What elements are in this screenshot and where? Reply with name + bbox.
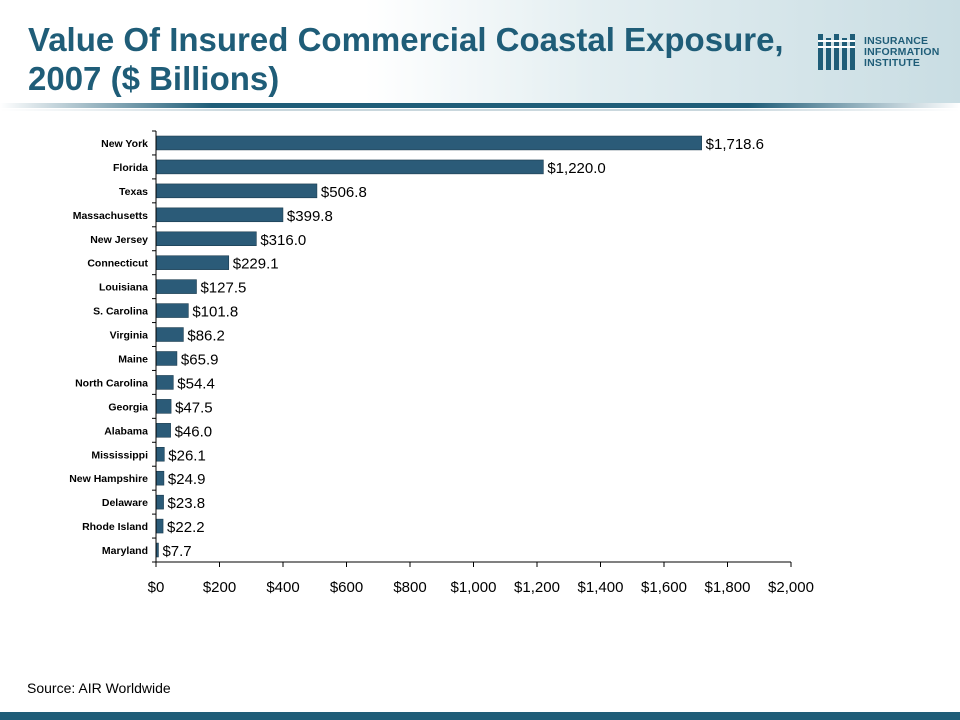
bar: [155, 183, 318, 199]
x-tick-label: $2,000: [768, 579, 814, 596]
category-label: S. Carolina: [93, 306, 148, 318]
x-tick-label: $400: [266, 579, 299, 596]
category-label: Massachusetts: [73, 210, 148, 222]
data-label: $399.8: [287, 208, 333, 225]
data-label: $1,718.6: [706, 136, 764, 153]
logo-wordmark: INSURANCE INFORMATION INSTITUTE: [864, 36, 940, 69]
data-label: $46.0: [175, 423, 213, 440]
source-note: Source: AIR Worldwide: [27, 680, 171, 696]
logo-line-1: INSURANCE: [864, 35, 929, 47]
header-rule: [0, 103, 960, 108]
category-label: Virginia: [110, 330, 148, 342]
category-label: New Hampshire: [69, 473, 148, 485]
bar: [155, 399, 172, 414]
category-label: New York: [101, 138, 148, 150]
title-line-2: 2007 ($ Billions): [28, 60, 280, 97]
x-tick-label: $1,400: [578, 579, 624, 596]
data-label: $316.0: [260, 232, 306, 249]
iii-logo-icon: [818, 34, 855, 70]
x-tick-label: $1,600: [641, 579, 687, 596]
bar: [155, 231, 257, 246]
category-label: New Jersey: [90, 234, 148, 246]
title-line-1: Value Of Insured Commercial Coastal Expo…: [28, 21, 784, 58]
header-rule-shadow: [0, 109, 960, 111]
category-label: North Carolina: [75, 377, 148, 389]
category-label: Rhode Island: [82, 521, 148, 533]
bar: [155, 423, 171, 438]
x-tick-label: $1,000: [451, 579, 497, 596]
category-label: Alabama: [104, 425, 148, 437]
bar: [155, 135, 702, 151]
bar: [155, 255, 230, 270]
x-tick-label: $0: [148, 579, 165, 596]
data-label: $54.4: [177, 375, 215, 392]
x-tick-label: $800: [393, 579, 426, 596]
category-label: Texas: [119, 186, 148, 198]
bar: [155, 494, 164, 510]
data-label: $23.8: [168, 495, 206, 512]
category-label: Florida: [113, 162, 148, 174]
data-label: $26.1: [168, 447, 206, 464]
data-label: $24.9: [168, 471, 206, 488]
x-tick-label: $200: [203, 579, 236, 596]
header-band: [0, 0, 960, 105]
bar-chart: New York $1,718.6 Florida $1,220.0 Texas $506…: [69, 130, 814, 596]
category-label: Maine: [118, 353, 148, 365]
bar: [155, 351, 178, 366]
bar: [155, 327, 184, 342]
data-label: $101.8: [192, 304, 238, 321]
bar: [155, 375, 174, 390]
page-title: Value Of Insured Commercial Coastal Expo…: [28, 20, 828, 98]
data-label: $22.2: [167, 519, 205, 536]
bar: [155, 207, 284, 223]
category-label: Delaware: [102, 497, 148, 509]
bar: [155, 279, 197, 294]
logo-line-3: INSTITUTE: [864, 57, 921, 69]
data-label: $506.8: [321, 184, 367, 201]
footer-bar: [0, 712, 960, 720]
category-label: Maryland: [102, 545, 148, 557]
x-tick-label: $600: [330, 579, 363, 596]
data-label: $65.9: [181, 351, 219, 368]
x-tick-label: $1,200: [514, 579, 560, 596]
bar: [155, 518, 164, 534]
category-label: Louisiana: [99, 282, 148, 294]
data-label: $127.5: [200, 280, 246, 297]
bar: [155, 447, 165, 462]
data-label: $229.1: [233, 256, 279, 273]
data-label: $86.2: [187, 328, 225, 345]
category-label: Georgia: [108, 401, 148, 413]
data-label: $7.7: [162, 543, 191, 560]
logo-line-2: INFORMATION: [864, 46, 940, 58]
category-label: Connecticut: [87, 258, 148, 270]
bar: [155, 303, 189, 318]
bar: [155, 159, 544, 175]
data-label: $47.5: [175, 399, 213, 416]
bar: [155, 470, 165, 486]
data-label: $1,220.0: [547, 160, 605, 177]
category-label: Mississippi: [91, 449, 148, 461]
x-tick-label: $1,800: [705, 579, 751, 596]
